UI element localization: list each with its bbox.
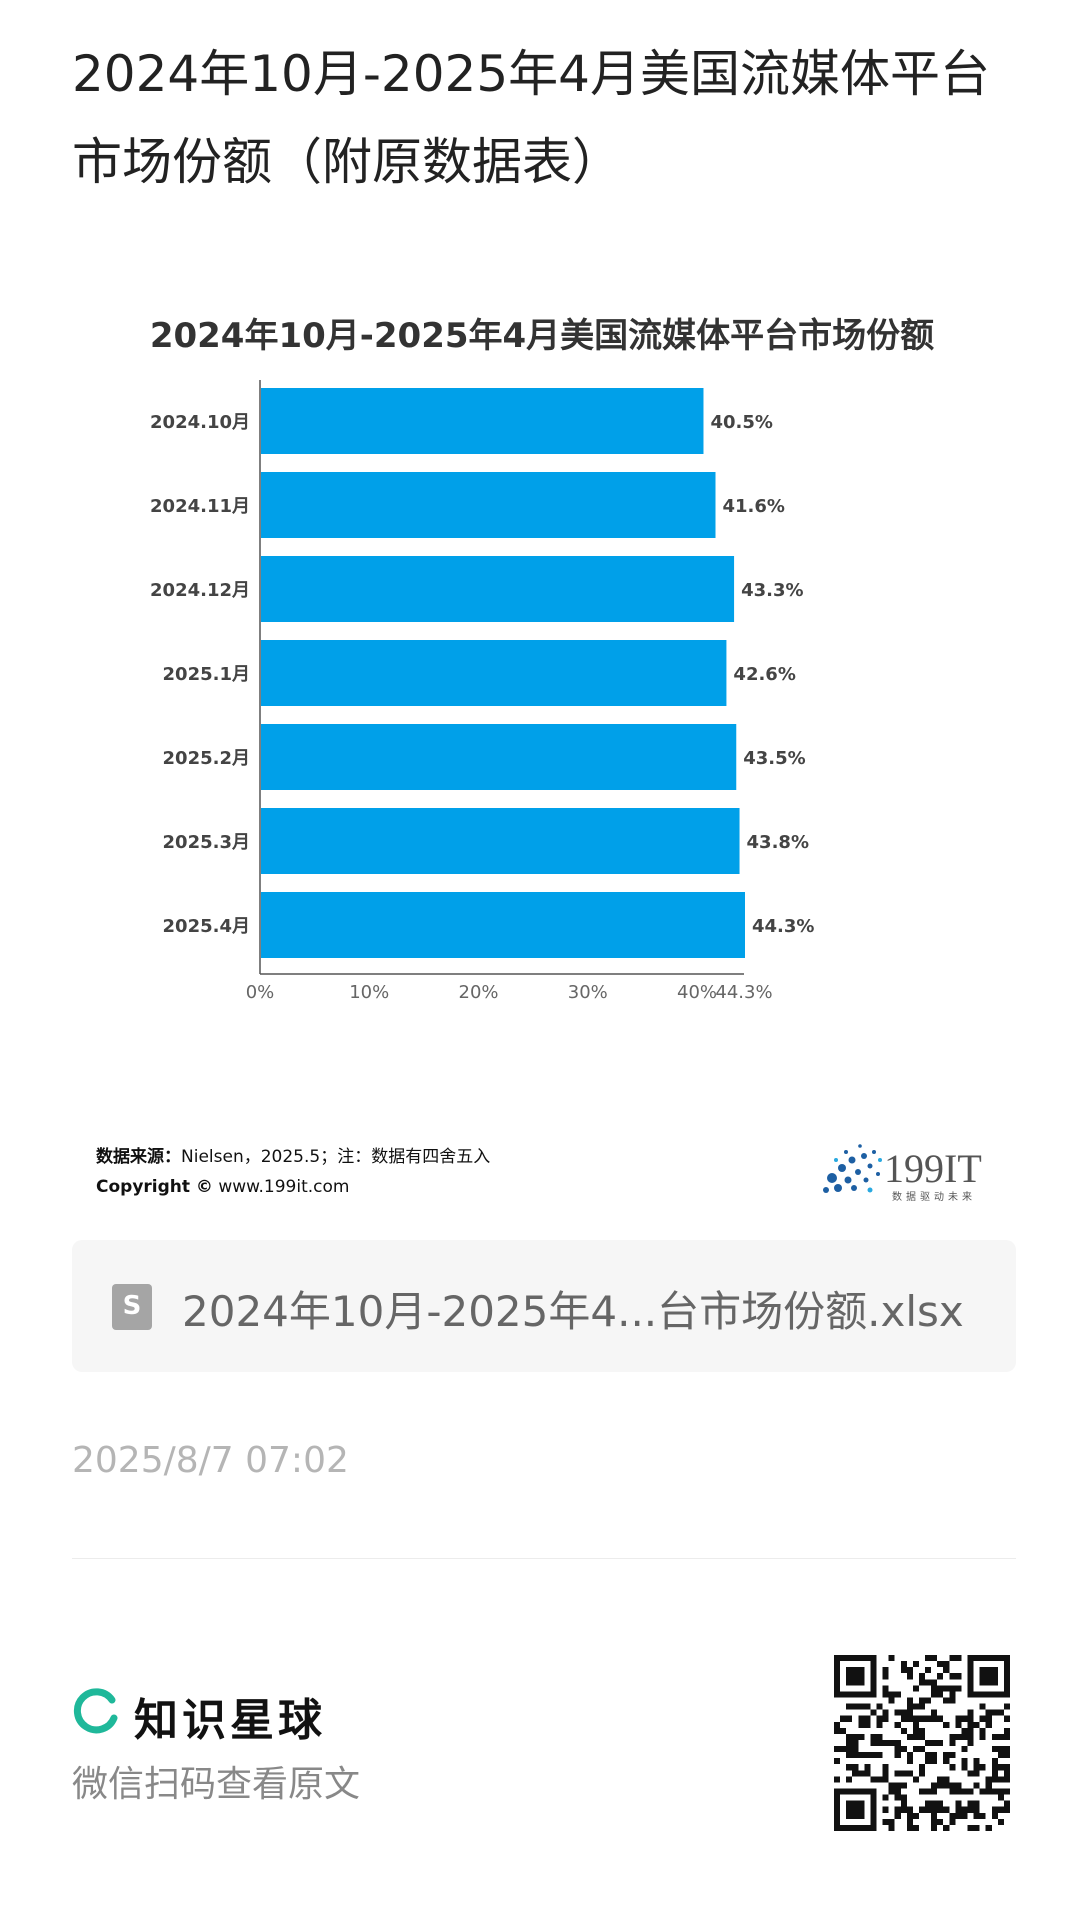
bar (261, 556, 735, 622)
post-timestamp: 2025/8/7 07:02 (72, 1440, 349, 1481)
scan-instruction: 微信扫码查看原文 (72, 1764, 361, 1805)
bar (261, 808, 740, 874)
spreadsheet-file-icon: S (112, 1284, 152, 1330)
data-label: 40.5% (710, 412, 772, 433)
data-label: 42.6% (733, 664, 795, 685)
bar (261, 640, 727, 706)
copyright-label: Copyright © (96, 1177, 213, 1197)
category-label: 2025.3月 (163, 832, 250, 853)
zsxq-logo-icon (73, 1688, 118, 1734)
bar (261, 388, 704, 454)
brand-logo: 199IT 数据驱动未来 (823, 1144, 982, 1203)
attachment-file-name: 2024年10月-2025年4...台市场份额.xlsx (182, 1287, 964, 1336)
category-label: 2024.12月 (150, 580, 250, 601)
divider (72, 1558, 1016, 1559)
bar (261, 472, 716, 538)
qr-finder-center (846, 1800, 865, 1819)
chart-image: 2024年10月-2025年4月美国流媒体平台市场份额 2024.10月 40.5… (72, 290, 1012, 1240)
category-label: 2025.4月 (163, 916, 250, 937)
bar (261, 724, 737, 790)
data-label: 43.5% (743, 748, 805, 769)
x-tick-label: 30% (568, 982, 608, 1003)
category-label: 2024.10月 (150, 412, 250, 433)
source-text: Nielsen，2025.5；注：数据有四舍五入 (181, 1147, 491, 1167)
bar (261, 892, 745, 958)
category-label: 2025.2月 (163, 748, 250, 769)
data-label: 43.8% (747, 832, 809, 853)
copyright-text: www.199it.com (218, 1177, 350, 1197)
brand-dots-icon (823, 1144, 880, 1193)
brand-name: 199IT (884, 1146, 982, 1191)
brand-slogan: 数据驱动未来 (892, 1190, 976, 1203)
data-label: 43.3% (741, 580, 803, 601)
category-label: 2024.11月 (150, 496, 250, 517)
x-tick-label: 10% (349, 982, 389, 1003)
source-label: 数据来源： (96, 1147, 181, 1167)
app-name: 知识星球 (134, 1695, 326, 1746)
x-tick-label: 0% (246, 982, 275, 1003)
x-tick-label: 20% (459, 982, 499, 1003)
data-label: 44.3% (752, 916, 814, 937)
qr-code-icon[interactable] (834, 1655, 1010, 1831)
data-label: 41.6% (723, 496, 785, 517)
bar-chart: 2024.10月 40.5% 2024.11月 41.6% 2024.12月 43.3% 2… (150, 380, 814, 1003)
x-tick-label: 44.3% (715, 982, 772, 1003)
qr-finder-center (979, 1667, 998, 1686)
x-tick-label: 40% (677, 982, 717, 1003)
chart-title: 2024年10月-2025年4月美国流媒体平台市场份额 (149, 316, 935, 356)
attachment-card[interactable]: S 2024年10月-2025年4...台市场份额.xlsx (72, 1240, 1016, 1372)
page-title: 2024年10月-2025年4月美国流媒体平台市场份额（附原数据表） (72, 45, 990, 191)
category-label: 2025.1月 (163, 664, 250, 685)
source-note: 数据来源：Nielsen，2025.5；注：数据有四舍五入 Copyright … (96, 1142, 490, 1202)
qr-finder-center (846, 1667, 865, 1686)
